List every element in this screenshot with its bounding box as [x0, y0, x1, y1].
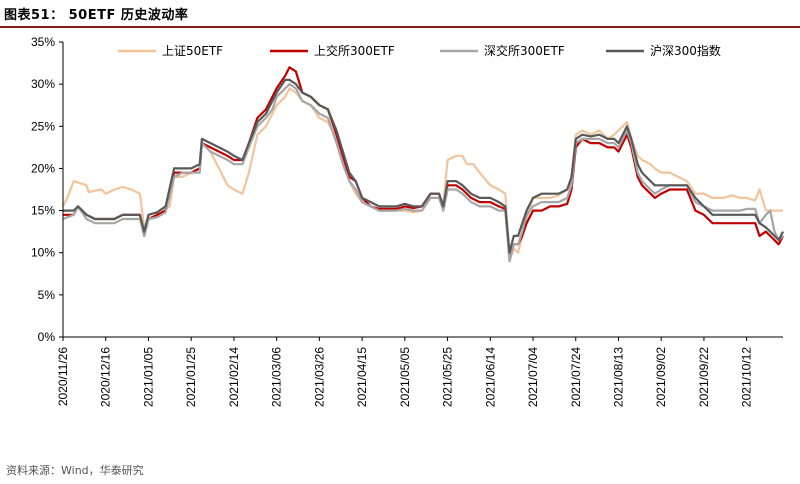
x-tick-label: 2021/05/25	[441, 347, 455, 407]
title-divider	[0, 26, 800, 28]
series-line-1	[62, 87, 783, 263]
x-tick-label: 2020/12/16	[99, 347, 113, 407]
chart-title: 图表51： 50ETF 历史波动率	[4, 8, 189, 23]
x-tick-label: 2021/03/26	[312, 347, 326, 407]
x-tick-label: 2021/02/14	[227, 347, 241, 407]
y-tick-label: 20%	[31, 161, 55, 175]
x-tick-label: 2021/01/25	[184, 347, 198, 407]
series-lines	[62, 66, 784, 263]
legend-label-1: 上证50ETF	[162, 44, 223, 58]
y-tick-label: 35%	[31, 35, 55, 49]
x-tick-label: 2021/09/02	[654, 347, 668, 407]
x-tick-label: 2021/07/04	[526, 347, 540, 407]
x-tick-label: 2021/08/13	[611, 347, 625, 407]
y-tick-label: 25%	[31, 119, 55, 133]
y-tick-label: 15%	[31, 204, 55, 218]
x-tick-label: 2021/07/24	[569, 347, 583, 407]
series-line-4	[63, 78, 784, 254]
x-tick-label: 2021/09/22	[697, 347, 711, 407]
source-note: 资料来源：Wind，华泰研究	[6, 464, 144, 477]
y-tick-marks	[59, 41, 748, 341]
x-tick-label: 2021/01/05	[141, 347, 155, 407]
x-tick-label: 2021/04/15	[355, 347, 369, 407]
series-line-2	[63, 66, 784, 258]
y-tick-labels: 0% 5% 10% 15% 20% 25% 30% 35%	[31, 35, 55, 344]
x-tick-label: 2021/03/06	[270, 347, 284, 407]
x-tick-labels: 2020/11/26 2020/12/16 2021/01/05 2021/01/25…	[56, 347, 754, 407]
x-tick-label: 2021/05/05	[398, 347, 412, 407]
y-tick-label: 5%	[38, 288, 56, 302]
legend-label-2: 上交所300ETF	[314, 43, 395, 58]
y-tick-label: 0%	[38, 330, 56, 344]
x-tick-label: 2021/10/12	[740, 347, 754, 407]
legend-label-4: 沪深300指数	[650, 43, 721, 58]
legend-label-3: 深交所300ETF	[484, 43, 565, 58]
legend: 上证50ETF 上交所300ETF 深交所300ETF 沪深300指数	[118, 43, 721, 58]
y-tick-label: 10%	[31, 246, 55, 260]
y-tick-label: 30%	[31, 77, 55, 91]
x-tick-label: 2021/06/14	[483, 347, 497, 407]
series-line-3	[62, 83, 784, 263]
x-tick-label: 2020/11/26	[56, 347, 70, 406]
